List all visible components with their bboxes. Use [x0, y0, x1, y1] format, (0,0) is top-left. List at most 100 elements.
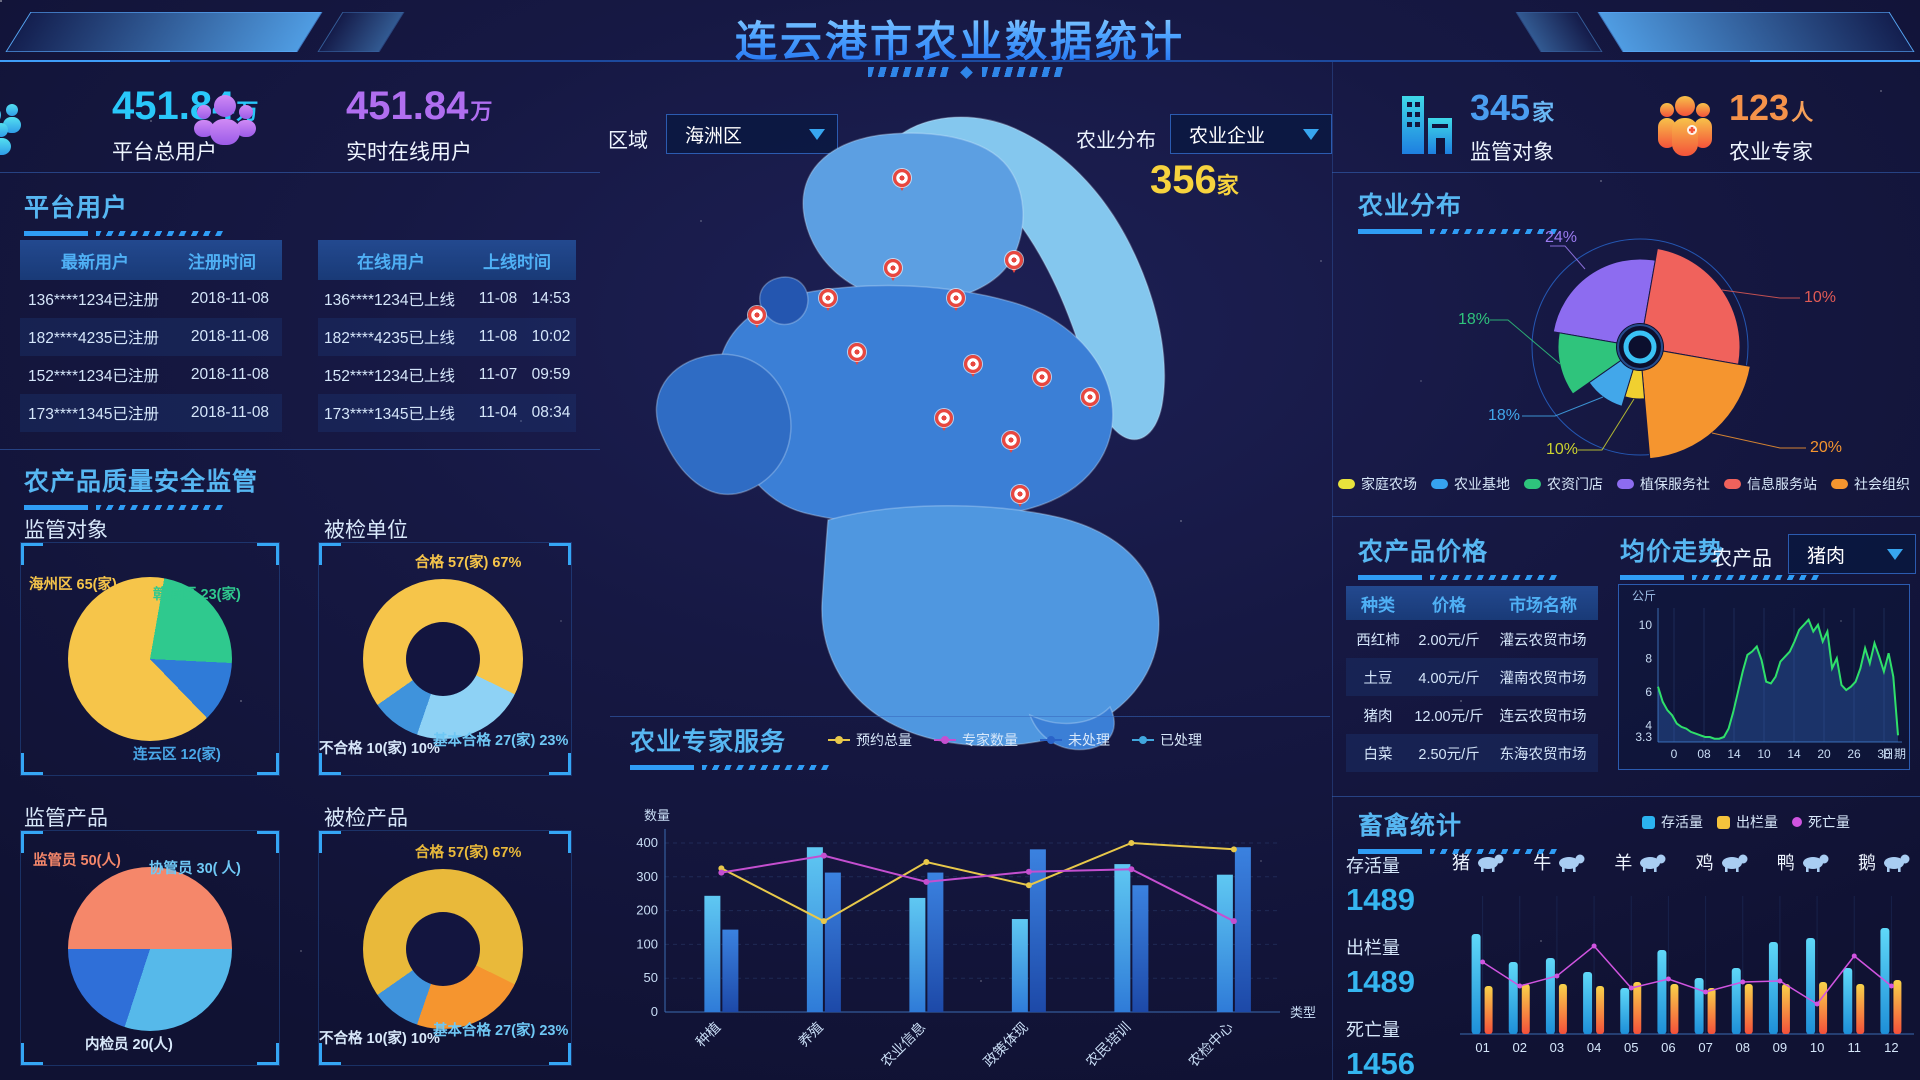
bar-已处理[interactable]	[704, 895, 721, 1012]
stat-unit: 人	[1791, 100, 1814, 125]
pie-label: 海州区 65(家)	[29, 577, 117, 593]
bar-出栏量[interactable]	[1707, 988, 1716, 1034]
legend-item[interactable]: 已处理	[1132, 730, 1202, 750]
legend-item[interactable]: 专家数量	[934, 730, 1018, 750]
bar-出栏量[interactable]	[1744, 984, 1753, 1034]
legend-item[interactable]: 出栏量	[1717, 812, 1778, 832]
bar-出栏量[interactable]	[1521, 984, 1530, 1034]
map-pin[interactable]	[883, 259, 903, 286]
legend-swatch	[1338, 479, 1355, 489]
distribution-select[interactable]: 农业企业	[1170, 114, 1332, 154]
bar-出栏量[interactable]	[1633, 982, 1642, 1034]
legend-item[interactable]: 社会组织	[1831, 474, 1910, 494]
online-users-table: 在线用户 上线时间 136****1234已上线 11-08 14:53 182**…	[318, 240, 576, 432]
legend-item[interactable]: 预约总量	[828, 730, 912, 750]
map-district-central[interactable]	[717, 284, 1114, 525]
bar-已处理[interactable]	[1216, 874, 1233, 1012]
bar-未处理[interactable]	[1132, 885, 1149, 1012]
map-pin[interactable]	[1004, 251, 1024, 278]
bar-未处理[interactable]	[1234, 847, 1251, 1012]
donut-chart-inspected-units[interactable]	[363, 579, 523, 739]
bar-出栏量[interactable]	[1558, 984, 1567, 1034]
product-select[interactable]: 猪肉	[1788, 534, 1916, 574]
bar-存活量[interactable]	[1731, 968, 1741, 1034]
livestock-chart[interactable]: 01 02 03 04 05 06 07 08 09 10 11 12	[1448, 884, 1918, 1074]
legend-label: 植保服务社	[1640, 476, 1710, 492]
map-pin[interactable]	[847, 343, 867, 370]
rose-slice-植保服务社[interactable]	[1552, 258, 1656, 348]
stat-value: 345	[1470, 87, 1531, 128]
legend-item[interactable]: 信息服务站	[1724, 474, 1817, 494]
donut-hole	[406, 622, 480, 696]
col-header: 注册时间	[188, 252, 256, 272]
legend-item[interactable]: 家庭农场	[1338, 474, 1417, 494]
distribution-rose-chart[interactable]: 24% 10% 20% 10% 18% 18%	[1340, 212, 1920, 480]
bar-出栏量[interactable]	[1670, 984, 1679, 1034]
bar-出栏量[interactable]	[1856, 984, 1865, 1034]
map-pin[interactable]	[1001, 431, 1021, 458]
bar-存活量[interactable]	[1806, 938, 1816, 1034]
pie-label: 赣榆区 23(家)	[153, 587, 241, 603]
bar-存活量[interactable]	[1545, 958, 1555, 1034]
bar-未处理[interactable]	[824, 872, 841, 1012]
bar-出栏量[interactable]	[1893, 980, 1902, 1034]
pie-chart-supervised-objects[interactable]	[68, 577, 232, 741]
bar-存活量[interactable]	[1620, 988, 1630, 1034]
legend-label: 死亡量	[1808, 814, 1850, 830]
bar-出栏量[interactable]	[1819, 982, 1828, 1034]
line-预约总量[interactable]	[720, 841, 1234, 923]
legend-item[interactable]: 未处理	[1040, 730, 1110, 750]
bar-存活量[interactable]	[1657, 950, 1667, 1034]
table-row: 136****1234已注册 2018-11-08	[28, 290, 270, 309]
bar-已处理[interactable]	[1114, 864, 1131, 1012]
bar-未处理[interactable]	[722, 929, 739, 1012]
line-专家数量[interactable]	[721, 854, 1235, 923]
map-district-west[interactable]	[655, 353, 792, 496]
map-pin[interactable]	[946, 289, 966, 316]
map-pin[interactable]	[963, 355, 983, 382]
line-死亡量[interactable]	[1482, 944, 1892, 1005]
map-pin[interactable]	[892, 169, 912, 196]
bar-出栏量[interactable]	[1781, 984, 1790, 1034]
region-select[interactable]: 海洲区	[666, 114, 838, 154]
bar-已处理[interactable]	[806, 847, 823, 1012]
stat-unit: 家	[1532, 100, 1555, 125]
bar-未处理[interactable]	[927, 872, 944, 1012]
bar-存活量[interactable]	[1583, 972, 1593, 1034]
map-pin[interactable]	[1032, 368, 1052, 395]
legend-swatch	[1617, 479, 1634, 489]
price-trend-line[interactable]	[1657, 617, 1899, 740]
bar-存活量[interactable]	[1508, 962, 1518, 1034]
legend-item[interactable]: 植保服务社	[1617, 474, 1710, 494]
bar-存活量[interactable]	[1768, 942, 1778, 1034]
bar-存活量[interactable]	[1471, 934, 1481, 1034]
bar-已处理[interactable]	[1011, 919, 1028, 1012]
rose-slice-社会组织[interactable]	[1639, 346, 1751, 460]
map-pin[interactable]	[747, 306, 767, 333]
bar-存活量[interactable]	[1694, 978, 1704, 1034]
bar-存活量[interactable]	[1843, 968, 1853, 1034]
pie-label: 连云区 12(家)	[133, 747, 221, 763]
map-pin[interactable]	[1010, 485, 1030, 512]
legend-item[interactable]: 存活量	[1642, 812, 1703, 832]
bar-出栏量[interactable]	[1484, 986, 1493, 1034]
bar-出栏量[interactable]	[1596, 986, 1605, 1034]
map-pin[interactable]	[934, 409, 954, 436]
bar-已处理[interactable]	[909, 897, 926, 1012]
legend-swatch	[1524, 479, 1541, 489]
donut-chart-inspected-products[interactable]	[363, 869, 523, 1029]
map-pin[interactable]	[818, 289, 838, 316]
table-header: 最新用户 注册时间	[20, 240, 282, 280]
city-map[interactable]	[600, 105, 1340, 751]
legend-item[interactable]: 农业基地	[1431, 474, 1510, 494]
map-district-lake[interactable]	[758, 276, 809, 326]
pie-chart-supervised-products[interactable]	[68, 867, 232, 1031]
rose-slice-信息服务站[interactable]	[1639, 247, 1741, 365]
legend-item[interactable]: 农资门店	[1524, 474, 1603, 494]
svg-text:09: 09	[1773, 1040, 1787, 1055]
bar-未处理[interactable]	[1029, 849, 1046, 1012]
map-pin[interactable]	[1080, 388, 1100, 415]
legend-item[interactable]: 死亡量	[1792, 812, 1850, 832]
